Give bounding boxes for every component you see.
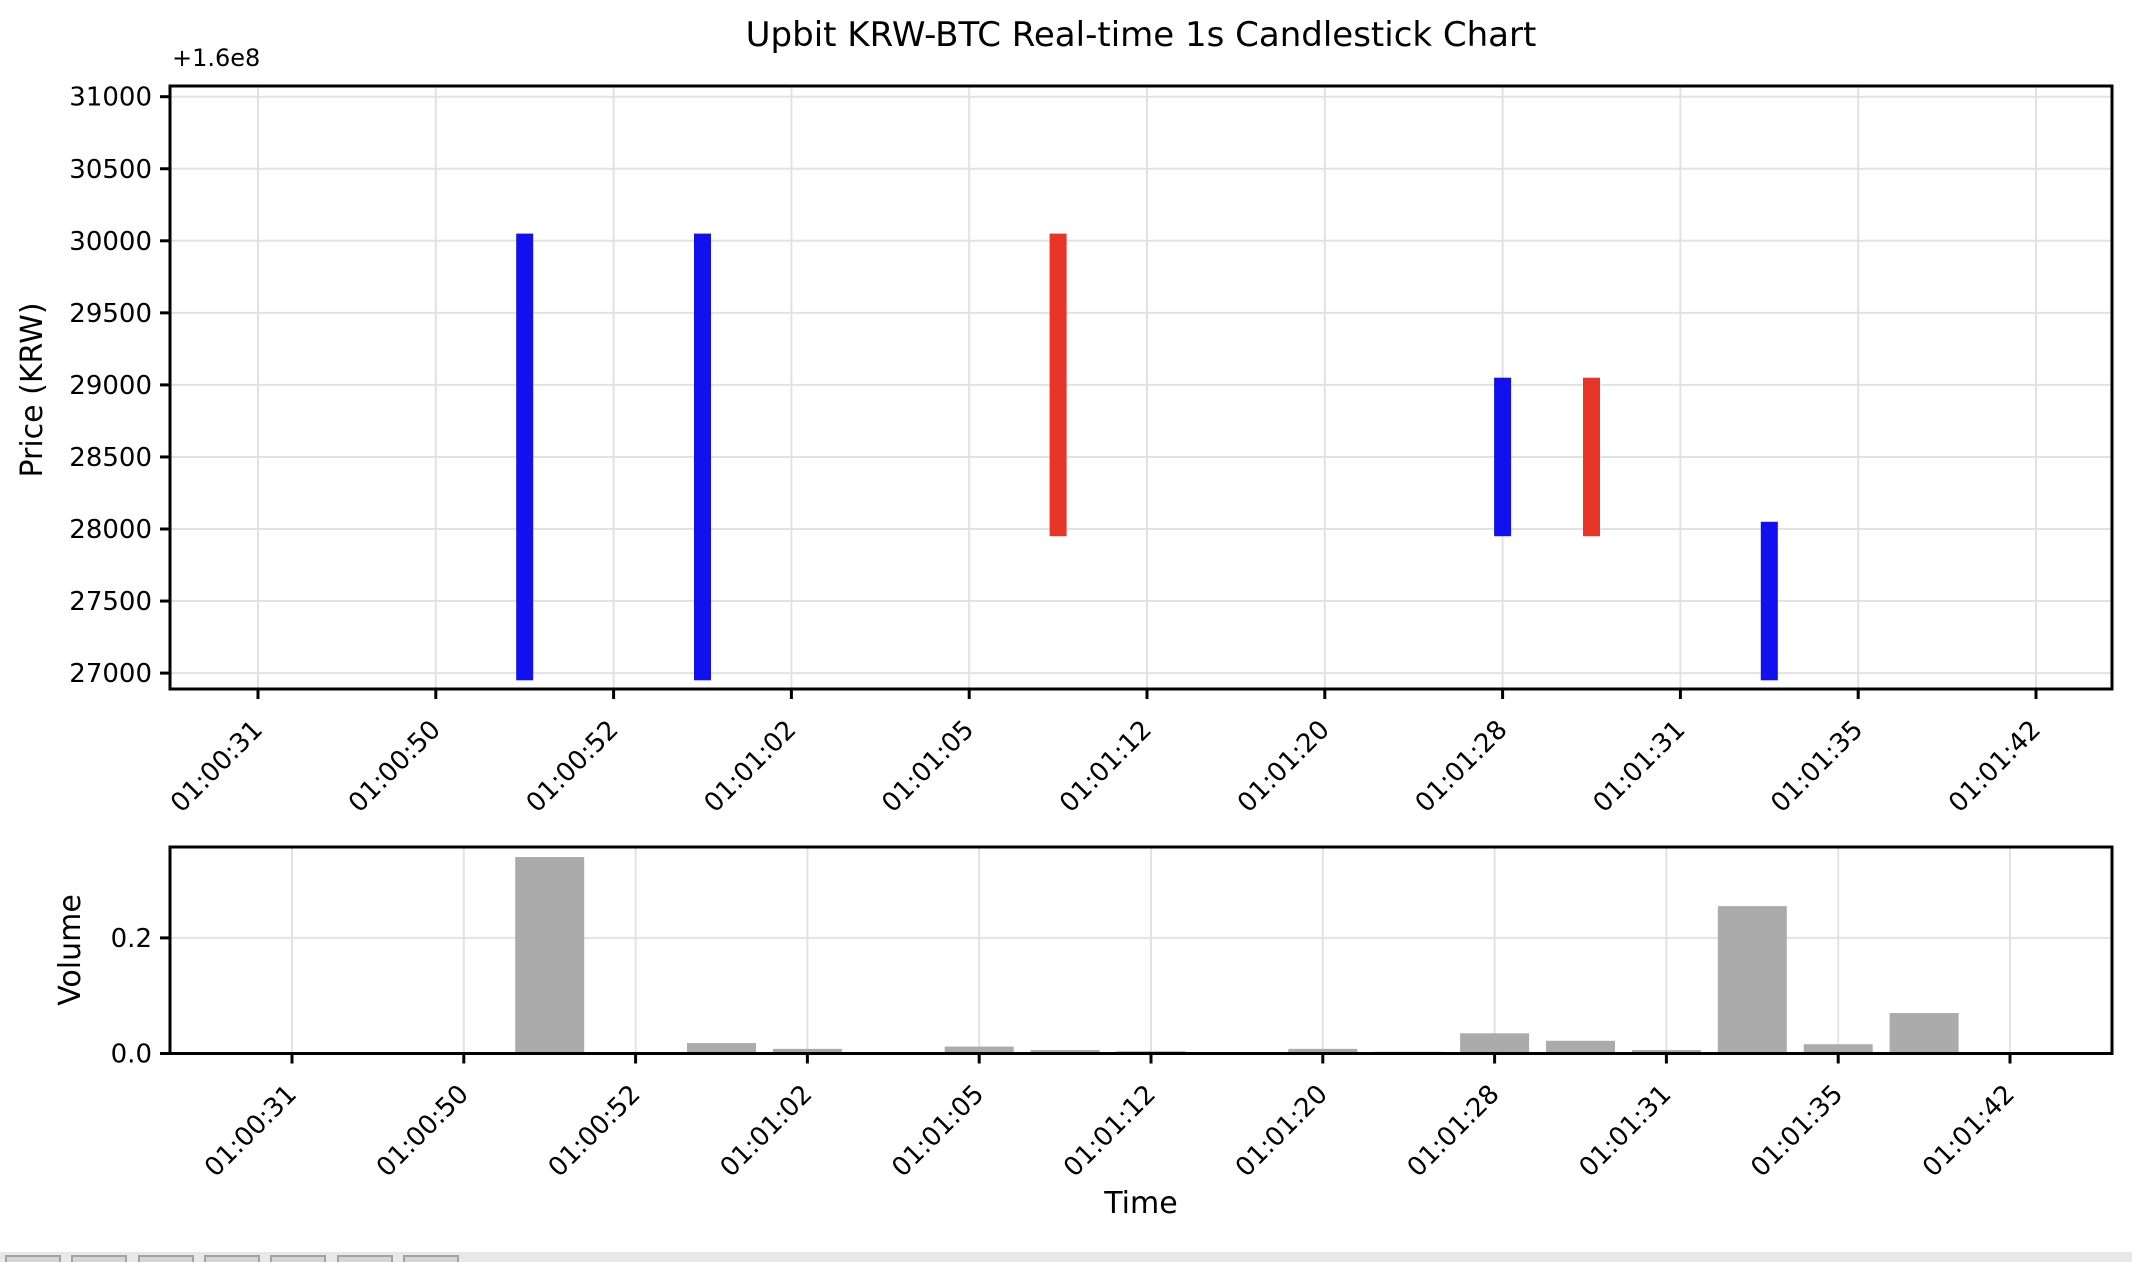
price-chart: 27000 27500 28000 28500 29000 29500 30000 30500… [69, 83, 2114, 819]
volume-bar [1803, 1044, 1873, 1054]
price-tick-label: 30500 [69, 155, 152, 185]
volume-bar [1717, 906, 1787, 1054]
time-tick-label: 01:00:52 [543, 1079, 647, 1183]
toolbar-button[interactable] [5, 1255, 61, 1262]
price-tick-label: 28500 [69, 443, 152, 473]
volume-bar [1030, 1050, 1100, 1054]
time-tick-label: 01:01:12 [1054, 715, 1158, 819]
candle-body-down [1494, 377, 1512, 537]
volume-bar [1631, 1050, 1701, 1054]
time-tick-label: 01:01:12 [1058, 1079, 1162, 1183]
volume-plot-border [168, 845, 2114, 1055]
time-tick-label: 01:01:20 [1232, 715, 1336, 819]
time-tick-label: 01:01:35 [1745, 1079, 1849, 1183]
price-plot-border [168, 84, 2114, 691]
time-tick-label: 01:01:20 [1230, 1079, 1334, 1183]
volume-bar [515, 856, 585, 1054]
time-tick-label: 01:01:28 [1402, 1079, 1506, 1183]
volume-bar [944, 1046, 1014, 1054]
volume-bar [1546, 1040, 1615, 1054]
price-tick-label: 31000 [69, 83, 152, 113]
time-tick-label: 01:00:31 [199, 1079, 303, 1183]
time-tick-label: 01:01:42 [1917, 1079, 2021, 1183]
time-tick-label: 01:01:28 [1410, 715, 1514, 819]
plots-layer: 27000 27500 28000 28500 29000 29500 30000 30500… [69, 83, 2114, 1183]
time-tick-label: 01:01:35 [1765, 715, 1869, 819]
time-tick-label: 01:00:50 [343, 715, 447, 819]
price-axis-offset-label: +1.6e8 [172, 44, 260, 72]
volume-tick-label: 0.2 [111, 924, 152, 954]
time-tick-label: 01:01:31 [1588, 715, 1692, 819]
time-tick-label: 01:00:52 [521, 715, 625, 819]
time-tick-label: 01:01:42 [1943, 715, 2047, 819]
time-tick-label: 01:00:50 [371, 1079, 475, 1183]
candle-body-down [516, 233, 534, 681]
time-tick-label: 01:01:31 [1574, 1079, 1678, 1183]
candle-body-up [1583, 377, 1600, 537]
toolbar-button[interactable] [270, 1255, 327, 1262]
time-tick-label: 01:01:05 [886, 1079, 990, 1183]
volume-bar [772, 1048, 842, 1054]
toolbar-button[interactable] [402, 1255, 459, 1262]
time-xlabel: Time [1103, 1186, 1177, 1221]
volume-chart: 0.0 0.2 01:00:31 01:00:50 01:00:52 01:01:02 01… [111, 845, 2114, 1183]
candle-body-down [1760, 521, 1778, 681]
volume-ylabel: Volume [53, 894, 88, 1006]
time-tick-label: 01:00:31 [165, 715, 269, 819]
volume-tick-label: 0.0 [111, 1040, 152, 1070]
toolbar-button[interactable] [336, 1255, 393, 1262]
volume-bar [1288, 1048, 1358, 1054]
price-tick-label: 29000 [69, 371, 152, 401]
candle-body-up [1049, 233, 1067, 537]
volume-bar [1460, 1033, 1530, 1054]
toolbar-strip [0, 1252, 2132, 1262]
volume-bar [1889, 1013, 1959, 1054]
volume-bar [687, 1043, 756, 1054]
toolbar-button[interactable] [137, 1255, 194, 1262]
price-tick-label: 30000 [69, 227, 152, 257]
price-tick-label: 29500 [69, 299, 152, 329]
candle-body-down [694, 233, 711, 681]
price-tick-label: 28000 [69, 515, 152, 545]
price-tick-label: 27500 [69, 587, 152, 617]
chart-title: Upbit KRW-BTC Real-time 1s Candlestick C… [746, 15, 1537, 55]
time-tick-label: 01:01:02 [715, 1079, 819, 1183]
toolbar-button[interactable] [71, 1255, 128, 1262]
price-tick-label: 27000 [69, 659, 152, 689]
time-tick-label: 01:01:05 [876, 715, 980, 819]
time-tick-label: 01:01:02 [699, 715, 803, 819]
price-ylabel: Price (KRW) [15, 302, 50, 477]
toolbar-button[interactable] [203, 1255, 260, 1262]
